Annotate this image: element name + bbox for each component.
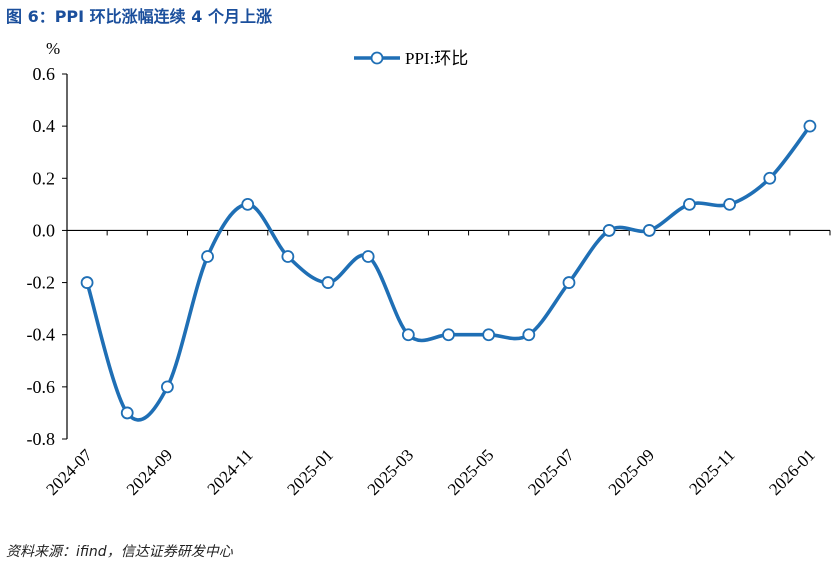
chart-axes xyxy=(62,73,831,440)
data-point xyxy=(80,276,94,289)
x-tick-label: 2024-07 xyxy=(42,445,96,499)
data-point xyxy=(562,276,576,289)
x-tick-label: 2024-11 xyxy=(203,445,256,498)
x-tick-label: 2025-11 xyxy=(685,445,738,498)
y-tick-label: -0.2 xyxy=(27,273,56,293)
data-point xyxy=(120,406,134,420)
x-tick-label: 2025-07 xyxy=(524,445,578,499)
data-point xyxy=(201,250,214,263)
x-tick-label: 2026-01 xyxy=(765,445,819,499)
data-point xyxy=(321,276,335,289)
legend-series-name: PPI:环比 xyxy=(405,49,468,68)
data-point xyxy=(723,197,737,211)
data-point xyxy=(482,328,496,342)
series-line xyxy=(85,125,812,422)
data-point xyxy=(241,197,255,211)
y-tick-label: -0.8 xyxy=(27,429,56,449)
data-point xyxy=(281,250,295,263)
source-note: 资料来源：ifind，信达证券研发中心 xyxy=(6,544,233,560)
data-point xyxy=(683,197,696,211)
line-chart: -0.8-0.6-0.4-0.20.00.20.40.6 2024-07 2024… xyxy=(27,39,831,499)
x-tick-label: 2025-03 xyxy=(364,445,418,499)
legend-marker-swatch xyxy=(370,51,384,65)
data-point xyxy=(602,224,616,237)
y-tick-label: 0.2 xyxy=(33,168,56,188)
y-tick-label: -0.6 xyxy=(27,377,56,397)
x-tick-label: 2025-09 xyxy=(605,445,659,499)
data-point xyxy=(763,171,777,185)
x-tick-label: 2024-09 xyxy=(123,445,177,499)
figure-title: 图 6：PPI 环比涨幅连续 4 个月上涨 xyxy=(6,7,272,26)
y-tick-label: 0.4 xyxy=(33,116,56,136)
data-point xyxy=(442,328,455,342)
legend: PPI:环比 xyxy=(354,49,468,68)
data-point xyxy=(522,328,536,342)
y-tick-label: 0.6 xyxy=(33,64,56,84)
data-point xyxy=(401,328,415,342)
data-point xyxy=(642,224,656,237)
plot-area xyxy=(80,119,817,422)
y-tick-label: 0.0 xyxy=(33,220,56,240)
data-point xyxy=(803,119,817,133)
y-unit-label: % xyxy=(46,39,60,58)
x-tick-label: 2025-05 xyxy=(444,445,498,499)
y-tick-label: -0.4 xyxy=(27,325,56,345)
y-tick-labels: -0.8 -0.6 -0.4 -0.2 0.0 0.2 0.4 0.6 xyxy=(27,64,56,449)
x-tick-label: 2025-01 xyxy=(283,445,337,499)
data-point xyxy=(361,250,375,263)
x-tick-labels: 2024-07 2024-09 2024-11 2025-01 2025-03 2025-… xyxy=(42,445,818,499)
data-point xyxy=(160,380,174,394)
